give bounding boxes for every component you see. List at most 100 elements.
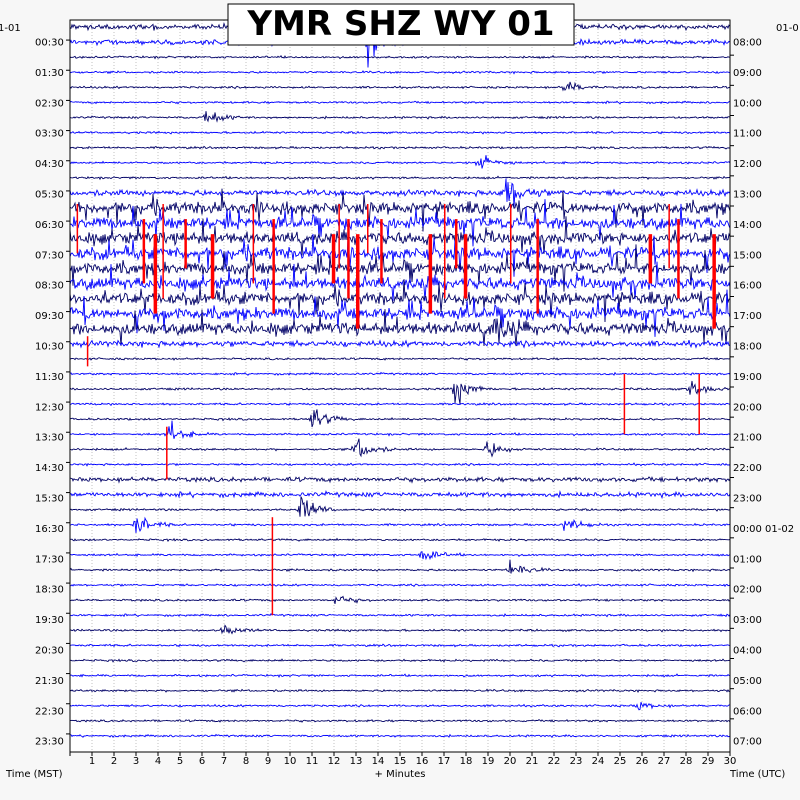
right-time-label: 20:00 [733,402,762,413]
left-time-label: 23:30 [35,737,64,748]
left-time-label: 15:30 [35,494,64,505]
clip-mark [648,234,653,284]
right-time-label: 12:00 [733,159,762,170]
left-time-label: 19:30 [35,615,64,626]
x-tick-label: 26 [636,756,649,767]
x-tick-label: 19 [482,756,495,767]
x-tick-label: 29 [702,756,715,767]
x-tick-label: 3 [133,756,139,767]
x-tick-label: 23 [570,756,583,767]
right-time-label: 13:00 [733,190,762,201]
left-time-label: 06:30 [35,220,64,231]
right-time-label: 07:00 [733,737,762,748]
clip-mark [153,234,158,314]
trace-row [69,559,731,574]
x-tick-label: 13 [350,756,363,767]
left-time-label: 01:30 [35,68,64,79]
left-time-label: 04:30 [35,159,64,170]
x-tick-label: 21 [526,756,539,767]
left-time-label: 16:30 [35,524,64,535]
trace-row [69,462,731,467]
trace-row [69,188,731,232]
clip-mark [380,219,383,284]
trace-row [70,613,731,618]
clip-mark [444,204,446,299]
right-time-label: 03:00 [733,615,762,626]
trace-row [69,244,731,292]
left-time-label: 22:30 [35,706,64,717]
right-time-label: 16:00 [733,281,762,292]
right-time-label: 09:00 [733,68,762,79]
x-tick-label: 7 [221,756,227,767]
x-tick-label: 2 [111,756,117,767]
x-tick-label: 17 [438,756,451,767]
right-time-label: 23:00 [733,494,762,505]
trace-row [69,178,731,208]
clipped-spikes [76,204,716,616]
clip-mark [356,234,360,329]
trace-row [69,145,731,150]
minute-tick-labels: 1 2 3 4 5 6 7 8 9 10 11 12 13 14 15 16 17 18 19 20 21 22 23 24 2… [89,756,737,767]
trace-row [69,371,731,377]
clip-mark [162,204,164,299]
trace-row [69,595,731,604]
x-tick-label: 16 [416,756,429,767]
left-time-label: 14:30 [35,463,64,474]
x-tick-label: 24 [592,756,605,767]
clip-mark [142,219,146,284]
trace-row [69,81,731,92]
trace-row [69,702,730,711]
clip-mark [76,204,79,254]
trace-row [69,357,731,361]
right-time-label: 19:00 [733,372,762,383]
left-time-label: 05:30 [35,190,64,201]
x-tick-label: 8 [243,756,249,767]
clip-mark [331,234,336,284]
right-time-label: 10:00 [733,98,762,109]
clip-mark [536,219,539,314]
right-time-label: 21:00 [733,433,762,444]
trace-row [69,516,731,533]
trace-row [69,199,731,247]
title-box [227,3,575,46]
right-time-label: 18:00 [733,342,762,353]
trace-row [69,496,731,517]
trace-row [69,409,731,428]
right-time-label: 04:00 [733,646,762,657]
left-time-label: 13:30 [35,433,64,444]
x-tick-label: 15 [394,756,407,767]
corner-right-label: 01-0 [776,23,799,34]
right-time-label: 08:00 [733,38,762,49]
x-tick-label: 27 [658,756,671,767]
left-time-label: 08:30 [35,281,64,292]
left-axis-title: Time (MST) [5,769,63,780]
left-time-label: 12:30 [35,402,64,413]
trace-row [69,54,731,60]
trace-row [69,175,731,181]
x-tick-label: 4 [155,756,161,767]
right-time-label: 01:00 [733,554,762,565]
clip-mark [668,204,670,269]
x-tick-label: 9 [265,756,271,767]
trace-row [69,475,731,484]
clip-mark [510,204,512,284]
trace-row [69,111,731,123]
clip-mark [252,204,255,284]
right-time-label: 02:00 [733,585,762,596]
right-time-label: 15:00 [733,250,762,261]
trace-row [69,70,731,75]
clip-mark [367,204,369,254]
clip-mark [184,219,187,269]
right-time-label: 14:00 [733,220,762,231]
trace-row [69,339,731,349]
trace-row [69,490,731,500]
x-tick-label: 12 [328,756,341,767]
x-tick-label: 20 [504,756,517,767]
x-axis-title: + Minutes [375,769,426,780]
right-axis-title: Time (UTC) [729,769,785,780]
trace-row [69,233,731,277]
left-time-label: 00:30 [35,38,64,49]
x-tick-label: 25 [614,756,627,767]
left-time-label: 18:30 [35,585,64,596]
